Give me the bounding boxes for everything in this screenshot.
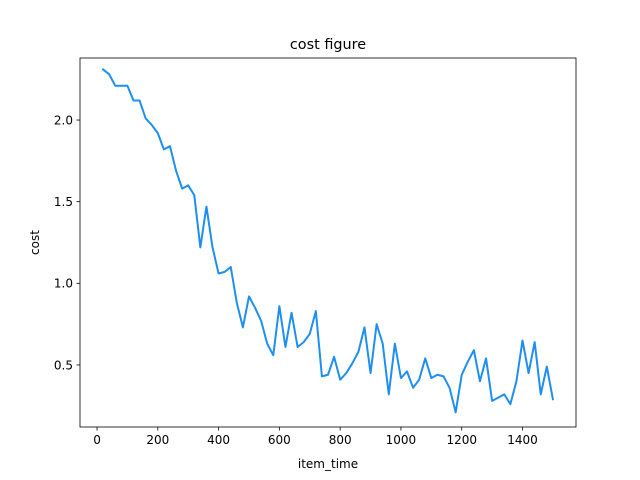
y-tick-label: 0.5 (54, 358, 73, 372)
x-tick-label: 600 (268, 433, 291, 447)
axes-frame (79, 57, 577, 428)
x-tick-label: 200 (146, 433, 169, 447)
x-tick-label: 800 (329, 433, 352, 447)
x-tick-label: 0 (93, 433, 101, 447)
y-tick-label: 1.5 (54, 195, 73, 209)
plot-area (101, 68, 555, 414)
y-axis: 0.5 1.0 1.5 2.0 (54, 113, 80, 372)
y-tick-label: 1.0 (54, 277, 73, 291)
x-tick-label: 1400 (507, 433, 538, 447)
y-tick-label: 2.0 (54, 113, 73, 127)
y-axis-label: cost (28, 230, 42, 255)
x-axis-label: item_time (298, 457, 358, 471)
series-line-0 (101, 68, 555, 414)
x-tick-label: 1000 (386, 433, 417, 447)
chart-title: cost figure (290, 37, 366, 53)
x-axis: 0 200 400 600 800 1000 1200 1400 (93, 427, 538, 447)
x-tick-label: 400 (207, 433, 230, 447)
x-tick-label: 1200 (446, 433, 477, 447)
